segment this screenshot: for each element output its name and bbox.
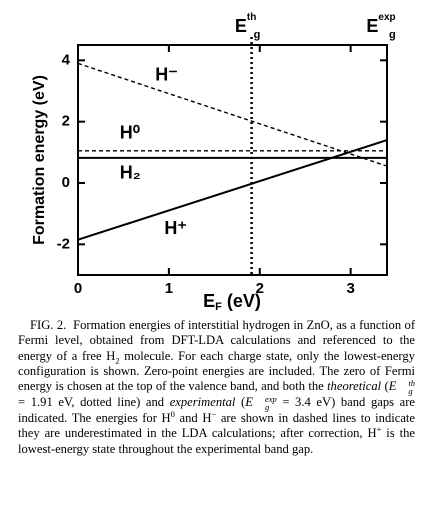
x-axis-label-unit: (eV) bbox=[227, 291, 261, 311]
series-label: H⁰ bbox=[120, 123, 140, 143]
y-tick-label: -2 bbox=[57, 235, 70, 252]
superscript: th bbox=[408, 378, 416, 389]
caption: FIG. 2. Formation energies of interstiti… bbox=[18, 318, 415, 457]
superscript: + bbox=[376, 424, 382, 435]
band-gap-sub: g bbox=[389, 29, 396, 41]
caption-italic: experimental bbox=[169, 395, 236, 410]
subscript: 2 bbox=[115, 355, 120, 366]
plot-frame bbox=[77, 44, 388, 276]
subscript: g bbox=[264, 402, 270, 413]
caption-text: and H bbox=[179, 411, 212, 426]
x-tick-label: 2 bbox=[256, 280, 264, 297]
series-label: H⁺ bbox=[164, 218, 187, 238]
y-tick-label: 4 bbox=[62, 51, 71, 68]
x-axis-label: EF (eV) bbox=[203, 291, 261, 313]
band-gap-label: Eth bbox=[235, 12, 256, 36]
band-gap-main: E bbox=[235, 16, 247, 36]
band-gap-label: Eexp bbox=[366, 12, 395, 36]
caption-text: = 3.4 eV) band gaps are indicated. The e… bbox=[18, 395, 416, 426]
x-tick-label: 0 bbox=[74, 280, 82, 297]
band-gap-sub: g bbox=[254, 29, 261, 41]
caption-text: Formation energies of interstitial hydro… bbox=[18, 318, 416, 363]
series-line bbox=[77, 62, 388, 167]
x-tick-label: 1 bbox=[165, 280, 173, 297]
series-label: H₂ bbox=[120, 163, 141, 183]
superscript: exp bbox=[264, 394, 277, 405]
y-tick-label: 2 bbox=[62, 113, 70, 130]
math-stack: th g bbox=[396, 378, 416, 397]
caption-text: are shown in dashed lines to indicate th… bbox=[18, 411, 416, 441]
series-label: H⁻ bbox=[155, 64, 178, 84]
math-stack: exp g bbox=[253, 394, 277, 413]
caption-text: molecule. For each charge state, only th… bbox=[18, 348, 415, 394]
subscript: g bbox=[408, 386, 413, 397]
series-line bbox=[77, 139, 388, 241]
caption-text: ( bbox=[241, 395, 246, 410]
x-tick-label: 3 bbox=[346, 280, 354, 297]
superscript: − bbox=[211, 409, 217, 419]
band-gap-main: E bbox=[366, 16, 378, 36]
caption-text: ( bbox=[384, 379, 389, 394]
caption-text: is the lowest-energy state throughout th… bbox=[18, 426, 415, 456]
y-tick-label: 0 bbox=[62, 174, 70, 191]
band-gap-sup: th bbox=[247, 12, 256, 23]
superscript: 0 bbox=[170, 409, 175, 419]
caption-italic: theoretical bbox=[327, 379, 382, 394]
math: E bbox=[245, 395, 253, 410]
x-axis-label-main: E bbox=[203, 291, 215, 311]
y-axis-label: Formation energy (eV) bbox=[31, 75, 48, 245]
x-axis-label-sub: F bbox=[215, 301, 222, 313]
math: E bbox=[388, 379, 397, 394]
caption-text: = 1.91 eV, dotted line) and bbox=[18, 395, 165, 410]
band-gap-sup: exp bbox=[378, 12, 395, 23]
fig-label: FIG. 2. bbox=[30, 318, 67, 332]
